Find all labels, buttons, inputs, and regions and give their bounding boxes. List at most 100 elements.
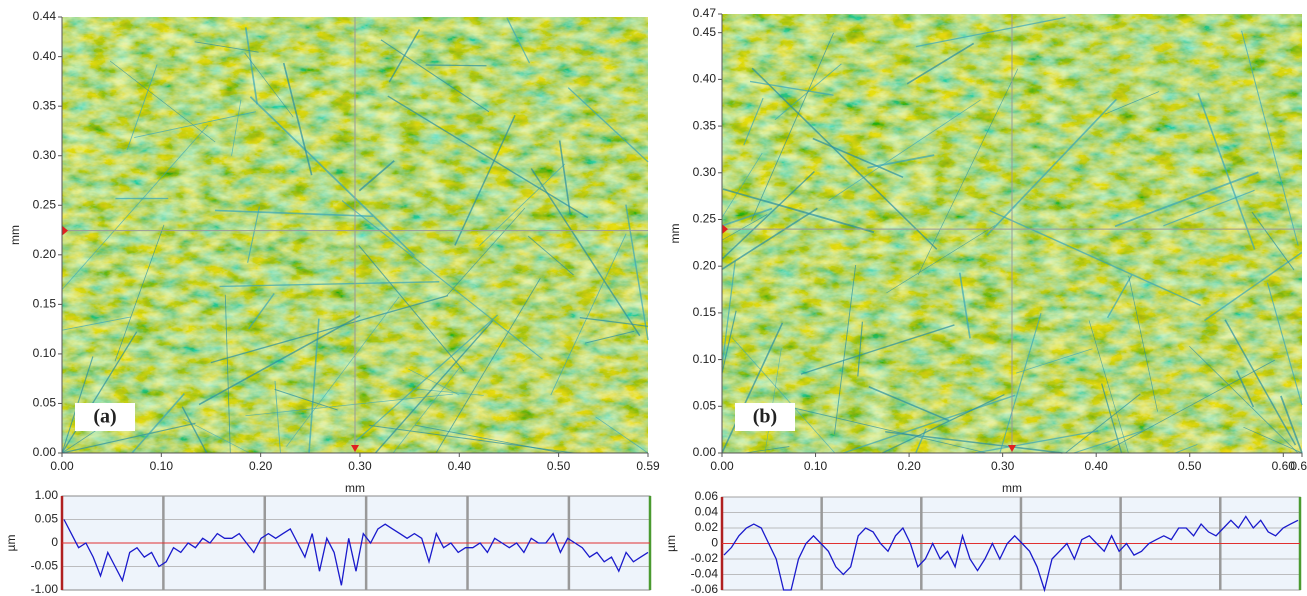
x-tick-label: 0.62 (1290, 459, 1307, 473)
marker (62, 225, 68, 236)
scratch (1088, 320, 1129, 453)
scratch (868, 386, 950, 422)
y-limit-label: 1.00 (35, 488, 59, 502)
scratch (1175, 443, 1198, 454)
scratch (1189, 345, 1299, 454)
scratch (61, 316, 132, 331)
y-tick-label: 0.15 (33, 297, 57, 311)
scratch (126, 64, 158, 150)
scratch (567, 87, 649, 163)
panel-label: (b) (753, 406, 777, 428)
scratch (885, 431, 1063, 454)
scratch (181, 406, 208, 454)
scratch (721, 310, 737, 374)
scratch (61, 124, 209, 290)
scratch (1015, 348, 1093, 374)
scratch (215, 209, 373, 218)
scratch (800, 324, 955, 375)
scratch (1266, 282, 1303, 406)
scratch (244, 27, 259, 105)
scratch (867, 154, 935, 169)
marker (722, 224, 728, 235)
scratch (721, 207, 818, 270)
scratch (915, 16, 1066, 48)
scratch (625, 204, 649, 341)
y-tick-label: -0.02 (691, 551, 719, 565)
scratch (114, 224, 165, 362)
y-tick-label: 0.10 (33, 346, 57, 360)
scratch (792, 407, 987, 454)
x-tick-label: 0.60 (1272, 459, 1296, 473)
profile-line (63, 519, 649, 586)
scratch (722, 188, 875, 234)
scratch (1224, 319, 1297, 446)
y-axis-label: mm (8, 225, 22, 245)
y-tick-label: 0.35 (693, 118, 717, 132)
y-tick-label: 0.00 (33, 445, 57, 459)
scratch (1106, 274, 1133, 319)
scratch (828, 99, 981, 202)
y-tick-label: 0.40 (693, 72, 717, 86)
y-tick-label: 0.25 (33, 197, 57, 211)
x-tick-label: 0.30 (348, 459, 372, 473)
scratch (183, 418, 250, 454)
y-tick-label: 0.05 (33, 396, 57, 410)
scratch (843, 394, 1016, 454)
y-tick-label: 0.10 (693, 352, 717, 366)
scratch (1235, 370, 1255, 408)
scratch (408, 368, 460, 396)
scratch (194, 41, 259, 53)
x-axis-label: mm (345, 481, 365, 495)
y-tick-label: 0.45 (693, 25, 717, 39)
scratch (224, 294, 231, 454)
scratch (1065, 393, 1141, 454)
scratch (751, 67, 938, 250)
y-tick-label: 0.35 (33, 98, 57, 112)
scratch (1251, 211, 1295, 271)
y-tick-label: -0.06 (691, 582, 719, 596)
scratch (358, 160, 395, 192)
x-tick-label: 0.00 (710, 459, 734, 473)
scratch (392, 366, 461, 454)
y-axis-label: mm (668, 224, 682, 244)
y-tick-label: 0.44 (33, 9, 57, 23)
scratch (358, 244, 465, 372)
scratch (308, 318, 320, 454)
scratch (595, 416, 649, 454)
x-tick-label: 0.40 (1085, 459, 1109, 473)
y-tick-label: 0 (711, 536, 718, 550)
x-tick-label: 0.50 (547, 459, 571, 473)
scratch (341, 200, 543, 360)
scratch (721, 207, 773, 227)
scratch (1280, 395, 1303, 454)
profile-line (723, 515, 1299, 593)
scratch (744, 446, 790, 454)
scratch (131, 392, 186, 454)
scratch (506, 17, 531, 64)
scratch (1197, 93, 1256, 250)
marker (1008, 445, 1016, 452)
scratch (999, 313, 1042, 454)
scratch (721, 322, 784, 454)
x-tick-label: 0.00 (50, 459, 74, 473)
scratch (446, 207, 526, 297)
scratch (558, 140, 571, 215)
scratch (721, 214, 768, 241)
scratch (764, 348, 782, 454)
scratch (1163, 189, 1255, 227)
scratch (380, 39, 490, 113)
scratch (282, 62, 313, 176)
scratch (1101, 383, 1123, 454)
scratch (749, 80, 834, 96)
y-tick-label: 0.15 (693, 305, 717, 319)
panel-label: (a) (93, 406, 116, 428)
scratch (1241, 30, 1299, 246)
y-axis-label: µm (4, 535, 18, 552)
x-tick-label: 0.50 (1178, 459, 1202, 473)
y-tick-label: 0.02 (695, 520, 719, 534)
x-tick-label: 0.20 (897, 459, 921, 473)
y-tick-label: 0.40 (33, 49, 57, 63)
label-box (735, 403, 795, 431)
scratch (579, 316, 649, 327)
